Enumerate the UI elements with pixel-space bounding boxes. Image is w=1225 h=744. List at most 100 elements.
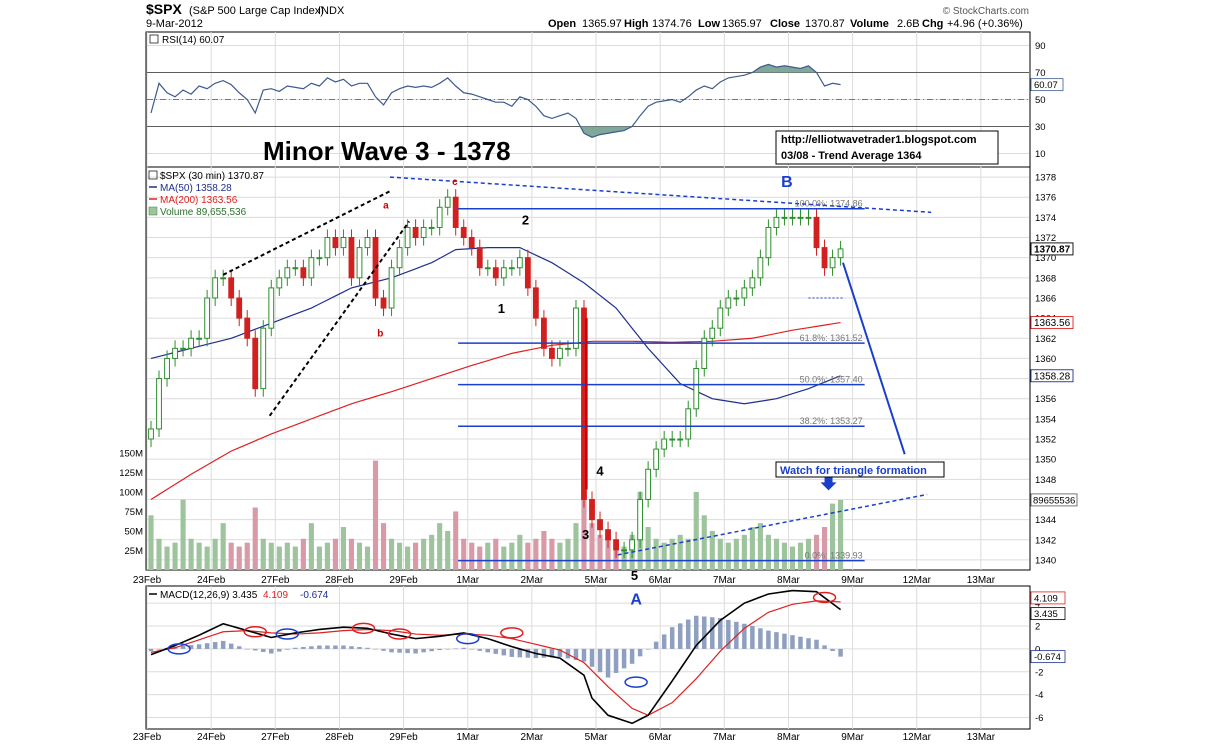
volume-bar xyxy=(164,546,170,570)
price-candle xyxy=(589,491,595,528)
x-tick-label-price: 9Mar xyxy=(841,575,864,586)
wave-label: c xyxy=(452,177,458,188)
candle-body xyxy=(452,196,459,228)
price-candle xyxy=(276,269,283,296)
candle-body xyxy=(597,519,603,531)
x-tick-label-price: 1Mar xyxy=(456,575,479,586)
axis-layer: 23Feb 23Feb 24Feb 24Feb 27Feb 27Feb 28Feb 28Feb… xyxy=(119,41,1078,743)
candle-body xyxy=(228,277,235,299)
volume-bar xyxy=(413,542,419,570)
price-candle xyxy=(212,269,219,307)
volume-bar xyxy=(525,542,531,570)
fib-level-label: 61.8%: 1361.52 xyxy=(800,333,863,343)
macd-histogram-bar xyxy=(405,648,410,654)
volume-tick-label: 50M xyxy=(125,526,144,537)
price-candle xyxy=(316,249,323,266)
macd-histogram-bar xyxy=(814,639,819,649)
macd-histogram-bar xyxy=(798,636,803,649)
candle-body xyxy=(364,237,371,249)
volume-bar xyxy=(685,538,691,570)
price-tick-label: 1378 xyxy=(1035,173,1056,184)
candle-body xyxy=(549,347,555,359)
price-candle xyxy=(725,289,732,317)
macd-histogram-bar xyxy=(629,648,635,664)
price-tag-label: 1358.28 xyxy=(1034,371,1071,382)
macd-histogram-bar xyxy=(621,648,627,669)
volume-bar xyxy=(669,538,675,570)
macd-line xyxy=(150,589,842,725)
price-candle xyxy=(196,330,203,347)
x-tick-label-price: 13Mar xyxy=(967,575,996,586)
macd-histogram-bar xyxy=(694,615,699,649)
price-tick-label: 1368 xyxy=(1035,273,1056,284)
price-candle xyxy=(549,340,555,367)
volume-bar xyxy=(589,523,595,570)
volume-bar xyxy=(557,542,563,570)
price-tag xyxy=(1030,242,1074,256)
volume-bar xyxy=(180,499,186,570)
volume-bar xyxy=(364,546,371,570)
macd-last-tag xyxy=(1030,607,1066,621)
low-label: Low xyxy=(698,18,720,30)
price-candle xyxy=(468,229,475,256)
volume-bar xyxy=(156,538,162,570)
annotation-layer: a b c 1 2 3 4 5 A B xyxy=(222,174,932,608)
rsi-tick-label: 50 xyxy=(1035,95,1046,106)
price-candle xyxy=(709,320,716,347)
wave-label: 1 xyxy=(498,301,505,316)
volume-bar xyxy=(565,538,571,570)
volume-label: Volume xyxy=(850,18,889,30)
price-candle xyxy=(773,209,780,236)
candle-body xyxy=(164,357,170,380)
macd-histogram-bar xyxy=(645,648,651,650)
volume-bar xyxy=(188,538,194,570)
price-candle xyxy=(685,400,692,448)
macd-histogram-bar xyxy=(509,648,515,657)
candle-body xyxy=(332,237,339,249)
volume-bar xyxy=(781,542,788,570)
macd-legend-hist: -0.674 xyxy=(300,590,329,601)
x-tick-label-price: 28Feb xyxy=(325,575,354,586)
candle-body xyxy=(276,277,283,289)
x-tick-label-macd: 8Mar xyxy=(777,732,800,743)
x-tick-label-price: 6Mar xyxy=(649,575,672,586)
macd-histogram-bar xyxy=(204,643,210,649)
price-candle xyxy=(789,209,796,226)
volume-bar xyxy=(493,538,499,570)
chart-header: $SPX (S&P 500 Large Cap Index) INDX 9-Ma… xyxy=(146,1,1029,30)
price-legend: $SPX (30 min) 1370.87 MA(50) 1358.28 MA(… xyxy=(148,170,264,218)
x-tick-label-macd: 27Feb xyxy=(261,732,290,743)
price-candle xyxy=(300,259,307,286)
volume-bar xyxy=(332,538,338,570)
candle-body xyxy=(204,297,211,339)
price-tag-label: 1370.87 xyxy=(1034,244,1071,255)
x-tick-label-macd: 12Mar xyxy=(903,732,932,743)
macd-histogram-bar xyxy=(677,623,683,649)
candle-body xyxy=(573,307,579,349)
x-tick-label-macd: 13Mar xyxy=(967,732,996,743)
chg-label: Chg xyxy=(922,18,943,30)
fib-level-label: 100.0%: 1374.86 xyxy=(795,199,863,209)
price-candle xyxy=(516,249,523,276)
macd-legend-signal: 4.109 xyxy=(263,590,288,601)
price-candle xyxy=(388,259,395,317)
volume-tick-label: 125M xyxy=(119,468,143,479)
candle-body xyxy=(821,247,828,269)
price-candle xyxy=(492,259,499,286)
fib-layer: 100.0%: 1374.86 61.8%: 1361.52 50.0%: 1357… xyxy=(458,199,865,562)
macd-tick-label: -2 xyxy=(1035,667,1043,678)
price-candle xyxy=(629,531,636,558)
blog-box: http://elliotwavetrader1.blogspot.com 03… xyxy=(775,130,999,165)
price-candle xyxy=(164,350,170,387)
price-candle xyxy=(597,511,603,538)
candle-body xyxy=(693,368,700,410)
trend-note: 03/08 - Trend Average 1364 xyxy=(781,150,922,162)
volume-last-tag xyxy=(1030,493,1078,507)
price-candle xyxy=(356,239,363,286)
macd-histogram-bar xyxy=(341,645,346,649)
macd-histogram-bar xyxy=(389,648,394,653)
candle-body xyxy=(340,237,347,249)
price-candle xyxy=(829,249,836,276)
wave-label: 4 xyxy=(596,463,604,478)
candle-body xyxy=(284,267,291,279)
